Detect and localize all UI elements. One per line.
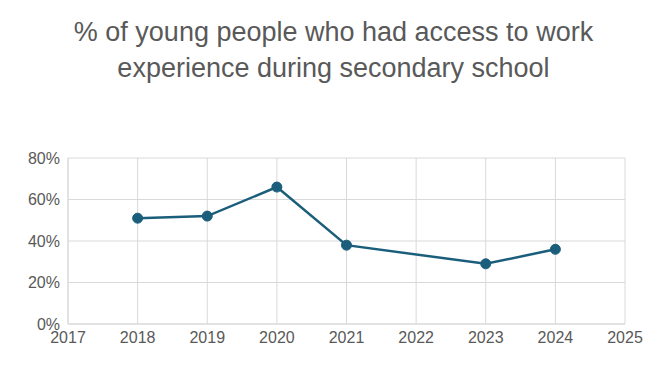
html-text:% of young people who had acce: % of young people who had access to work…	[73, 17, 594, 83]
svg-text:2018: 2018	[120, 329, 156, 346]
svg-text:2024: 2024	[538, 329, 574, 346]
svg-text:0%: 0%	[37, 316, 60, 333]
svg-text:60%: 60%	[28, 191, 60, 208]
svg-text:2022: 2022	[398, 329, 434, 346]
svg-text:40%: 40%	[28, 233, 60, 250]
svg-text:2020: 2020	[259, 329, 295, 346]
svg-text:2021: 2021	[329, 329, 365, 346]
svg-text:2023: 2023	[468, 329, 504, 346]
svg-text:2017: 2017	[50, 329, 86, 347]
svg-text:80%: 80%	[28, 150, 60, 167]
svg-text:2025: 2025	[607, 329, 643, 346]
svg-text:20%: 20%	[28, 274, 60, 291]
svg-text:2019: 2019	[189, 329, 225, 346]
